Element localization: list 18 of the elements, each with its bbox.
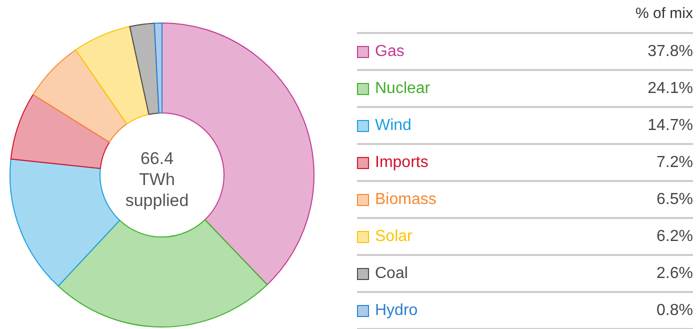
data-label: 6.5% (656, 190, 693, 210)
legend-label: Hydro (375, 301, 418, 321)
legend-label: Biomass (375, 190, 436, 210)
legend-label: Nuclear (375, 79, 430, 99)
legend-label: Solar (375, 227, 412, 247)
text: 66.4 TWh supplied (124, 148, 190, 211)
data-label: 7.2% (656, 153, 693, 173)
data-label: 0.8% (656, 301, 693, 321)
legend-label: Gas (375, 42, 404, 62)
data-label: 14.7% (648, 116, 693, 136)
data-label: 37.8% (648, 42, 693, 62)
data-label: 2.6% (656, 264, 693, 284)
legend-label: Imports (375, 153, 428, 173)
data-label: 6.2% (656, 227, 693, 247)
legend-label: Wind (375, 116, 412, 136)
data-label: 24.1% (648, 79, 693, 99)
legend-title: % of mix (634, 4, 693, 24)
legend-label: Coal (375, 264, 408, 284)
